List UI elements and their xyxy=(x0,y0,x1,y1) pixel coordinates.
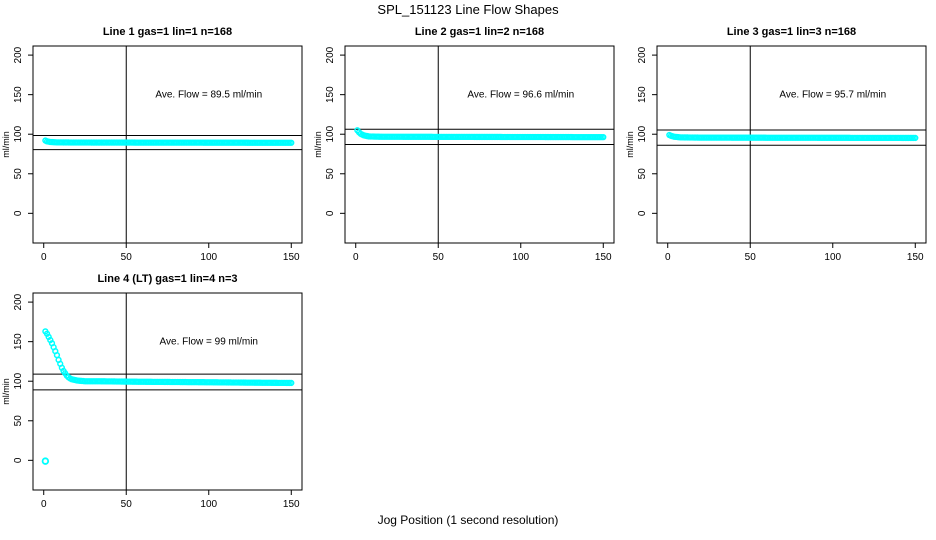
x-tick-label: 50 xyxy=(121,252,133,263)
y-axis-unit-label: ml/min xyxy=(625,131,635,158)
subplot-line-2-canvas: Line 2 gas=1 lin=2 n=168 0 50 100 150 0 50 100 1… xyxy=(313,26,615,263)
y-tick-label: 50 xyxy=(325,168,336,180)
x-tick-label: 50 xyxy=(121,499,133,510)
plot-box xyxy=(32,292,303,491)
avg-flow-annotation: Ave. Flow = 96.6 ml/min xyxy=(467,90,574,101)
figure-title: SPL_151123 Line Flow Shapes xyxy=(377,2,559,17)
y-tick-label: 100 xyxy=(637,125,648,142)
y-tick-label: 150 xyxy=(325,86,336,103)
y-tick-label: 0 xyxy=(325,210,336,216)
x-tick-label: 100 xyxy=(200,499,217,510)
x-tick-label: 150 xyxy=(283,499,300,510)
avg-flow-annotation: Ave. Flow = 89.5 ml/min xyxy=(155,90,262,101)
y-tick-label: 100 xyxy=(325,125,336,142)
x-tick-label: 0 xyxy=(353,252,359,263)
y-axis-unit-label: ml/min xyxy=(1,131,11,158)
data-point xyxy=(912,134,919,142)
x-tick-label: 0 xyxy=(665,252,671,263)
x-tick-label: 50 xyxy=(745,252,757,263)
x-tick-label: 150 xyxy=(595,252,612,263)
y-tick-label: 100 xyxy=(13,125,24,142)
y-tick-label: 200 xyxy=(13,293,24,310)
x-tick-label: 100 xyxy=(200,252,217,263)
subplot-line-4: Line 4 (LT) gas=1 lin=4 n=3 0 50 100 150 0 50 1… xyxy=(0,265,312,512)
y-tick-label: 150 xyxy=(637,86,648,103)
y-tick-label: 100 xyxy=(13,372,24,389)
avg-flow-annotation: Ave. Flow = 95.7 ml/min xyxy=(779,90,886,101)
y-tick-label: 200 xyxy=(325,46,336,63)
subplot-title: Line 2 gas=1 lin=2 n=168 xyxy=(415,26,544,38)
data-point xyxy=(600,133,607,141)
x-tick-label: 100 xyxy=(512,252,529,263)
y-axis-unit-label: ml/min xyxy=(1,378,11,405)
x-tick-label: 100 xyxy=(824,252,841,263)
y-tick-label: 0 xyxy=(637,210,648,216)
subplot-line-2: Line 2 gas=1 lin=2 n=168 0 50 100 150 0 50 100 1… xyxy=(312,18,624,265)
subplot-line-3-canvas: Line 3 gas=1 lin=3 n=168 0 50 100 150 0 50 100 1… xyxy=(625,26,927,263)
y-tick-label: 0 xyxy=(13,210,24,216)
x-tick-label: 150 xyxy=(907,252,924,263)
x-tick-label: 0 xyxy=(41,252,47,263)
y-tick-label: 50 xyxy=(637,168,648,180)
y-tick-label: 50 xyxy=(13,415,24,427)
subplot-title: Line 3 gas=1 lin=3 n=168 xyxy=(727,26,856,38)
outlier-point xyxy=(41,457,50,465)
plot-box xyxy=(32,45,303,244)
plot-box xyxy=(656,45,927,244)
avg-flow-annotation: Ave. Flow = 99 ml/min xyxy=(160,337,258,348)
y-tick-label: 200 xyxy=(13,46,24,63)
data-point xyxy=(288,379,295,387)
y-tick-label: 200 xyxy=(637,46,648,63)
y-axis-unit-label: ml/min xyxy=(313,131,323,158)
y-tick-label: 150 xyxy=(13,86,24,103)
subplot-title: Line 4 (LT) gas=1 lin=4 n=3 xyxy=(97,273,237,285)
y-tick-label: 0 xyxy=(13,457,24,463)
subplot-line-3: Line 3 gas=1 lin=3 n=168 0 50 100 150 0 50 100 1… xyxy=(624,18,936,265)
x-tick-label: 0 xyxy=(41,499,47,510)
subplot-line-1: Line 1 gas=1 lin=1 n=168 0 50 100 150 0 50 100 1… xyxy=(0,18,312,265)
x-tick-label: 150 xyxy=(283,252,300,263)
x-axis-label: Jog Position (1 second resolution) xyxy=(377,513,559,527)
subplot-title: Line 1 gas=1 lin=1 n=168 xyxy=(103,26,232,38)
y-tick-label: 150 xyxy=(13,333,24,350)
x-tick-label: 50 xyxy=(433,252,445,263)
subplot-line-1-canvas: Line 1 gas=1 lin=1 n=168 0 50 100 150 0 50 100 1… xyxy=(1,26,303,263)
data-point xyxy=(288,139,295,146)
subplot-line-4-canvas: Line 4 (LT) gas=1 lin=4 n=3 0 50 100 150 0 50 1… xyxy=(1,273,303,510)
y-tick-label: 50 xyxy=(13,168,24,180)
